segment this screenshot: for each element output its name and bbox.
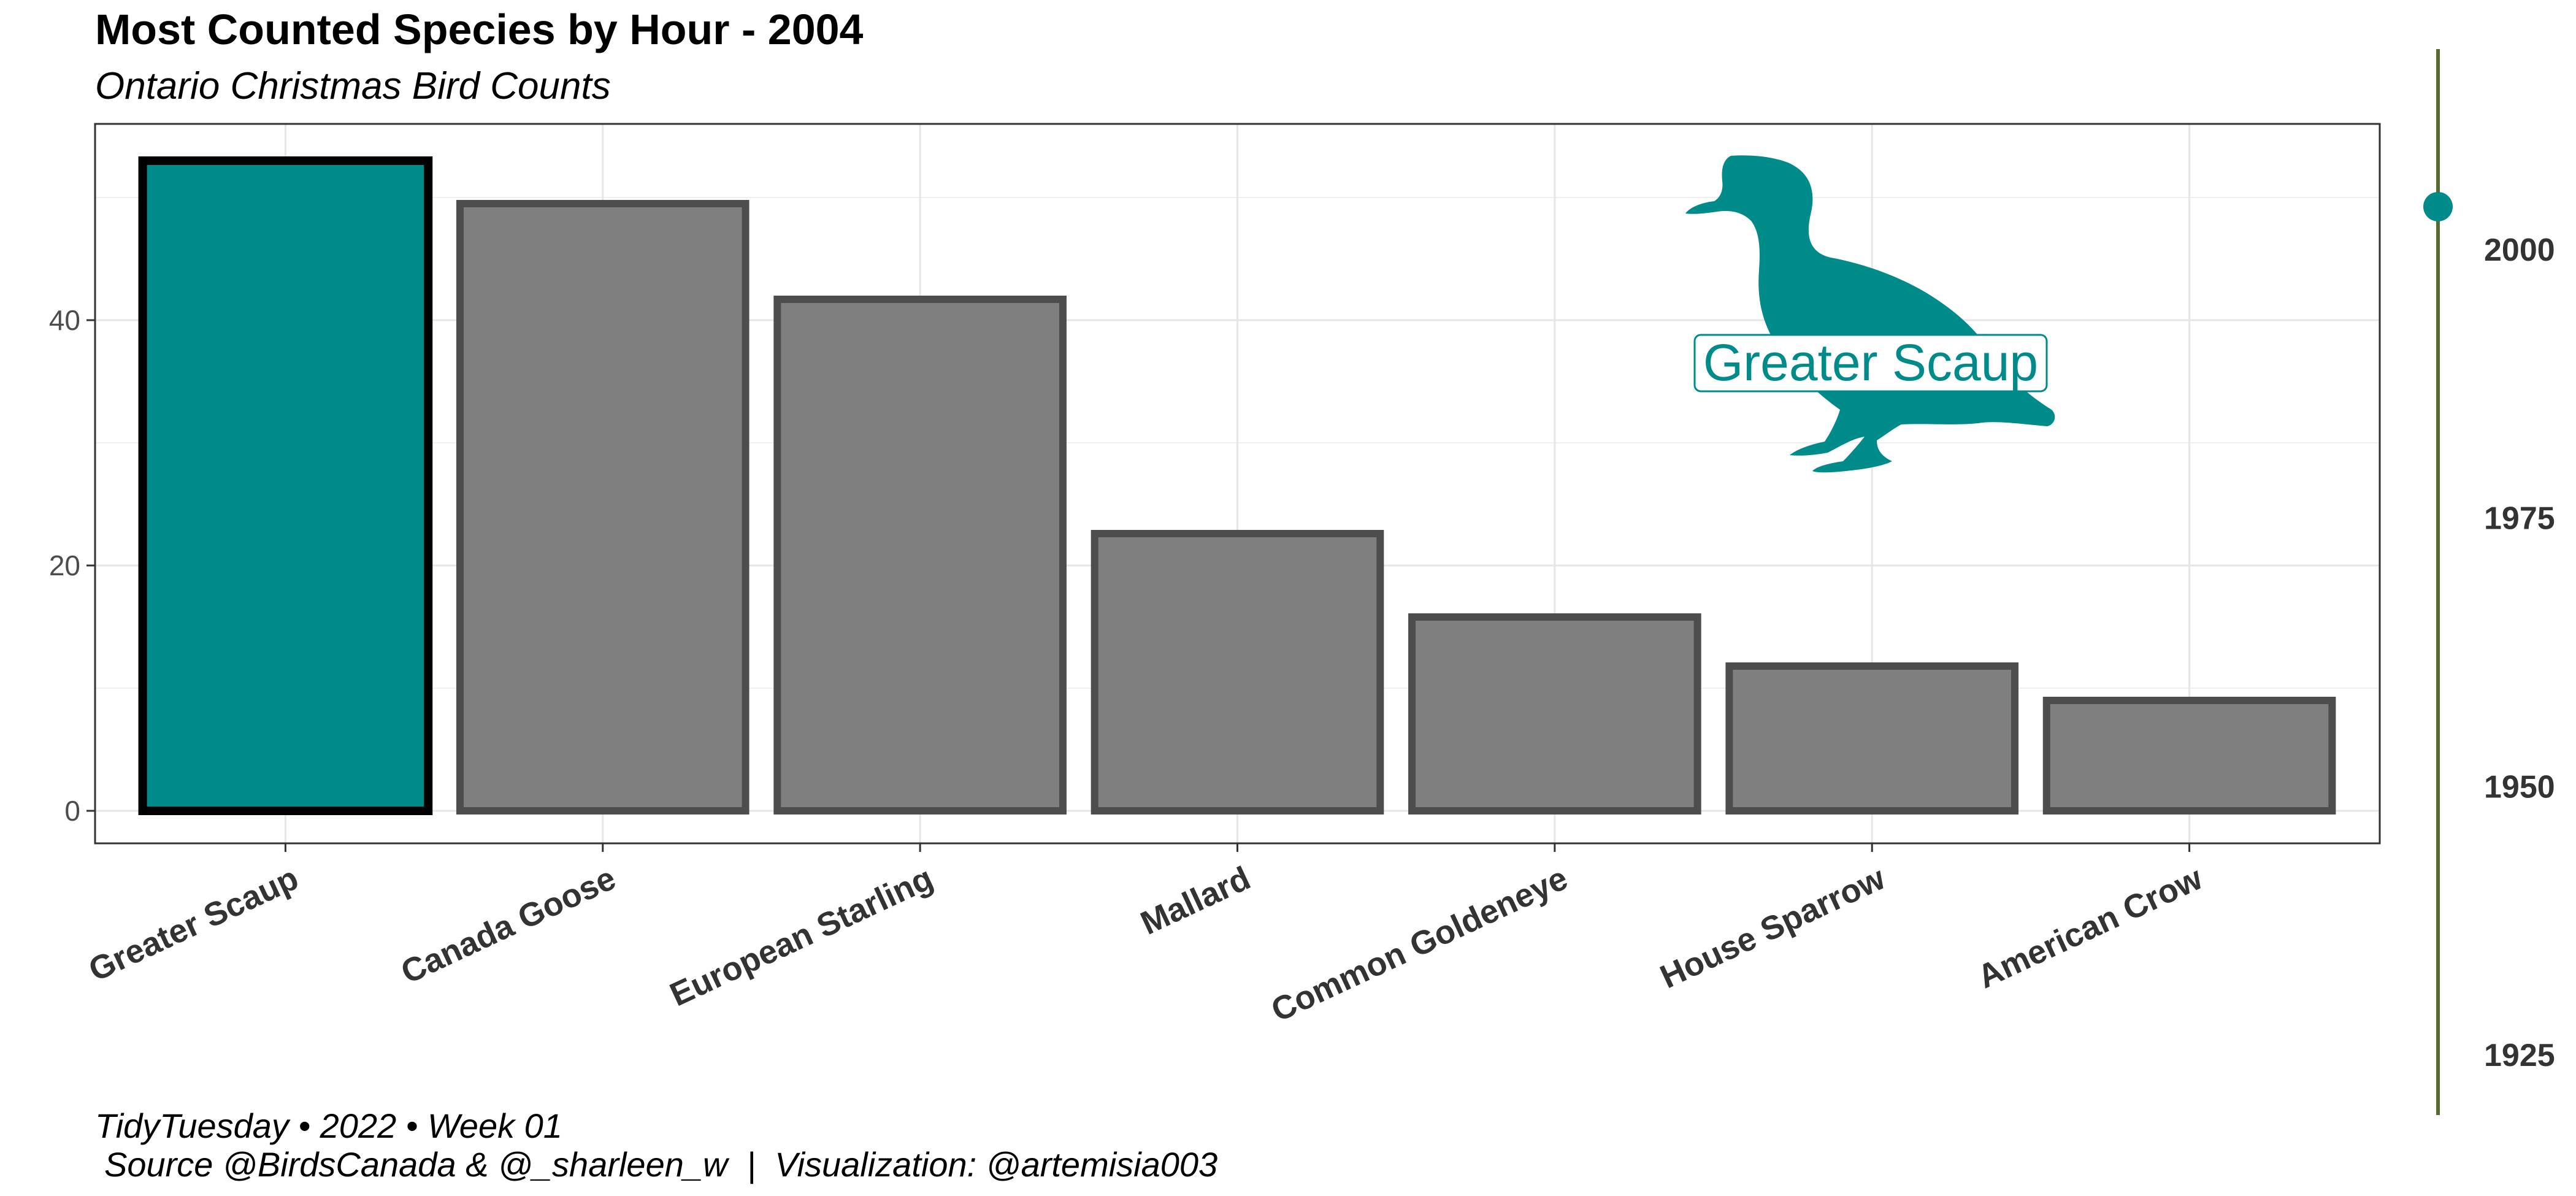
- y-tick-label: 20: [49, 550, 80, 581]
- bar-greater-scaup: [138, 156, 433, 815]
- timeline-year-label: 1925: [2484, 1038, 2555, 1073]
- caption-line-2: Source @BirdsCanada & @_sharleen_w | Vis…: [104, 1145, 1217, 1184]
- y-tick-label: 40: [49, 304, 80, 336]
- timeline-year-label: 1950: [2484, 769, 2555, 805]
- bars: [138, 156, 2336, 815]
- x-tick-label: American Crow: [1972, 859, 2208, 995]
- year-timeline: 1925 1950 1975 2000: [2423, 49, 2555, 1115]
- highlight-label-box: [1693, 334, 2048, 393]
- bar-american-crow: [2042, 697, 2336, 815]
- y-axis: 0 20 40: [49, 304, 95, 827]
- x-tick-label: European Starling: [664, 859, 938, 1013]
- x-tick-label: House Sparrow: [1655, 859, 1891, 995]
- highlight-label-text: Greater Scaup: [1703, 334, 2038, 391]
- duck-silhouette-icon: [1685, 155, 2055, 473]
- timeline-year-label: 2000: [2484, 232, 2555, 268]
- bar-mallard: [1091, 530, 1384, 815]
- chart-subtitle: Ontario Christmas Bird Counts: [95, 65, 611, 107]
- highlight-label: Greater Scaup: [1693, 334, 2048, 393]
- bar-canada-goose: [456, 200, 749, 815]
- x-tick-label: Common Goldeneye: [1266, 859, 1573, 1029]
- x-tick-label: Canada Goose: [396, 859, 621, 991]
- x-axis: Greater Scaup Canada Goose European Starli…: [83, 843, 2209, 1029]
- caption-line-1: TidyTuesday • 2022 • Week 01: [95, 1106, 562, 1145]
- x-tick-label: Greater Scaup: [83, 859, 304, 988]
- timeline-current-marker: [2423, 191, 2453, 221]
- bar-european-starling: [773, 296, 1067, 815]
- chart-title: Most Counted Species by Hour - 2004: [95, 6, 864, 53]
- y-tick-label: 0: [64, 795, 80, 827]
- duck-silhouette-path: [1685, 155, 2055, 473]
- bar-house-sparrow: [1725, 662, 2019, 815]
- x-tick-label: Mallard: [1135, 859, 1256, 941]
- timeline-year-label: 1975: [2484, 501, 2555, 537]
- bar-common-goldeneye: [1408, 613, 1701, 815]
